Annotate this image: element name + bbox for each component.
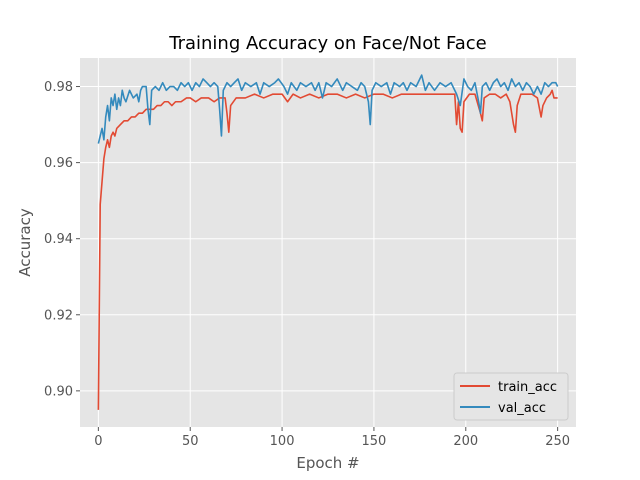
y-tick-label: 0.92: [44, 308, 73, 323]
legend-box: [453, 372, 569, 421]
series-line-train-acc: [97, 89, 558, 410]
y-tick-label: 0.90: [44, 384, 73, 399]
series-line-val-acc: [97, 74, 559, 144]
x-tick-label: 0: [94, 434, 102, 449]
x-axis-label: Epoch #: [296, 454, 359, 472]
grid-lines: [80, 58, 576, 427]
y-axis-label: Accuracy: [16, 208, 34, 277]
plot-background: [80, 58, 576, 427]
y-tick-label: 0.98: [44, 80, 73, 95]
chart-title: Training Accuracy on Face/Not Face: [168, 33, 487, 54]
x-tick-label: 200: [453, 434, 478, 449]
y-tick-label: 0.96: [44, 156, 73, 171]
x-tick-label: 250: [545, 434, 570, 449]
x-tick-label: 150: [362, 434, 387, 449]
y-tick-label: 0.94: [44, 232, 73, 247]
x-axis-ticks: 0 50 100 150 200 250: [94, 427, 570, 449]
legend: train_acc val_acc: [453, 372, 569, 421]
x-tick-label: 100: [270, 434, 295, 449]
legend-train-acc-label: train_acc: [498, 380, 557, 395]
series-layer: [97, 74, 559, 410]
legend-val-acc-label: val_acc: [498, 401, 546, 416]
y-axis-ticks: 0.90 0.92 0.94 0.96 0.98: [44, 80, 80, 399]
x-tick-label: 50: [182, 434, 199, 449]
